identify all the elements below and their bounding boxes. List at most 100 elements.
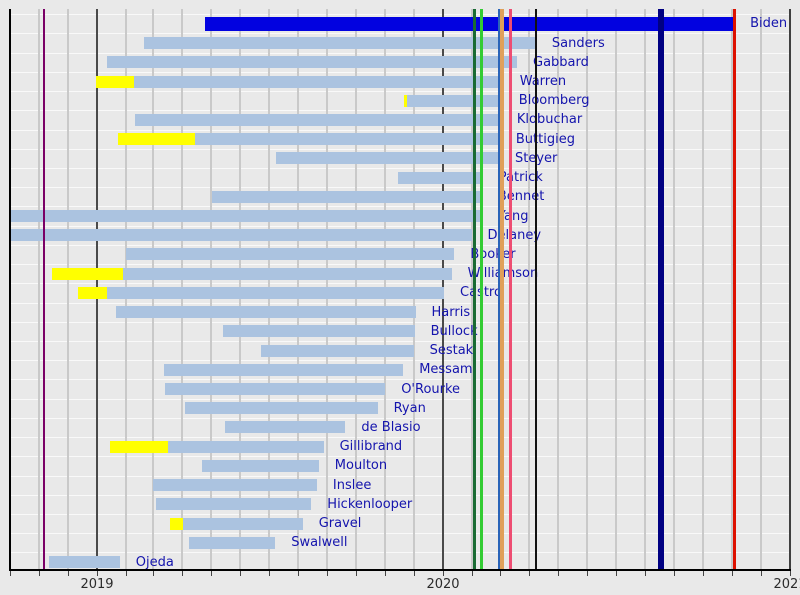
campaign-bar [205, 16, 735, 31]
axis-tick [443, 571, 444, 576]
axis-tick [182, 571, 184, 576]
grid-line-month [38, 9, 41, 570]
campaign-bar [407, 94, 503, 107]
row-separator [10, 129, 790, 131]
candidate-label: O'Rourke [401, 381, 461, 397]
campaign-bar [122, 267, 452, 280]
pre-campaign-bar [78, 286, 108, 299]
axis-tick [615, 571, 617, 576]
axis-tick [268, 571, 270, 576]
campaign-bar [225, 421, 346, 434]
campaign-bar [223, 325, 415, 338]
plot-border-right [789, 9, 791, 570]
axis-tick [732, 571, 734, 576]
row-separator [10, 91, 790, 93]
campaign-bar [183, 517, 303, 530]
axis-tick [355, 571, 357, 576]
candidate-label: Moulton [334, 458, 388, 474]
candidate-label: Sestak [429, 343, 474, 358]
event-line [534, 9, 537, 570]
grid-line-month [701, 9, 704, 570]
axis-tick [152, 571, 154, 576]
campaign-bar [134, 113, 501, 126]
event-line [732, 9, 736, 570]
row-separator [10, 340, 790, 342]
axis-tick [67, 571, 69, 576]
row-separator [10, 283, 790, 285]
row-separator [10, 225, 790, 227]
axis-tick [674, 571, 676, 576]
axis-tick [126, 571, 128, 576]
row-separator [10, 110, 790, 112]
axis-tick [645, 571, 646, 576]
axis-tick [587, 571, 589, 576]
row-separator [10, 187, 790, 189]
candidate-label: Hickenlooper [327, 496, 413, 512]
event-line [472, 9, 476, 570]
row-separator [10, 533, 790, 535]
axis-tick [210, 571, 212, 576]
row-separator [10, 264, 790, 266]
pre-campaign-bar [404, 94, 407, 107]
axis-tick [385, 571, 387, 576]
campaign-bar [276, 152, 499, 165]
candidate-label: Bennet [497, 189, 545, 205]
candidate-label: Yang [497, 208, 529, 224]
row-separator [10, 475, 790, 477]
campaign-bar [126, 248, 455, 261]
grid-line-month [731, 9, 734, 570]
row-separator [10, 437, 790, 438]
row-separator [10, 417, 790, 419]
candidate-label: Swalwell [291, 535, 348, 551]
campaign-bar [165, 383, 386, 395]
row-separator [10, 552, 790, 554]
axis-tick [413, 571, 415, 576]
row-separator [10, 33, 790, 35]
row-separator [10, 379, 790, 381]
candidate-label: Ojeda [135, 554, 174, 570]
axis-line [9, 568, 791, 571]
pre-campaign-bar [170, 517, 184, 530]
axis-tick [702, 571, 704, 576]
campaign-bar [261, 344, 414, 357]
axis-tick [760, 571, 762, 576]
row-separator [10, 302, 790, 304]
grid-line-month [644, 9, 646, 570]
row-separator [10, 513, 790, 515]
campaign-bar [185, 402, 378, 415]
event-line [497, 9, 501, 570]
campaign-bar [134, 75, 504, 88]
grid-line-month [528, 9, 531, 570]
candidate-label: Ryan [393, 400, 426, 416]
campaign-bar [202, 459, 319, 472]
campaign-bar [397, 171, 483, 184]
axis-tick [240, 571, 242, 576]
pre-campaign-bar [110, 440, 169, 453]
row-separator [10, 398, 790, 400]
campaign-bar [211, 190, 482, 203]
candidate-label: Harris [431, 304, 471, 320]
campaign-bar [164, 363, 404, 376]
pre-campaign-bar [52, 267, 123, 280]
candidate-label: Inslee [332, 477, 372, 493]
axis-tick [298, 571, 299, 576]
axis-tick [472, 571, 474, 576]
event-line [508, 9, 512, 570]
grid-line-month [614, 9, 617, 570]
candidate-label: Sanders [551, 35, 605, 51]
pre-campaign-bar [96, 75, 134, 88]
event-line [480, 9, 484, 570]
pre-campaign-bar [117, 133, 195, 146]
row-separator [10, 244, 790, 246]
axis-year-label: 2021 [773, 576, 800, 592]
row-separator [10, 456, 790, 458]
row-separator [10, 52, 790, 54]
event-line [42, 9, 46, 570]
campaign-bar [152, 479, 317, 492]
grid-line-month [556, 9, 559, 570]
campaign-bar [168, 440, 324, 453]
grid-line-month [471, 9, 474, 570]
candidate-label: Bloomberg [518, 93, 590, 109]
row-separator [10, 360, 790, 362]
